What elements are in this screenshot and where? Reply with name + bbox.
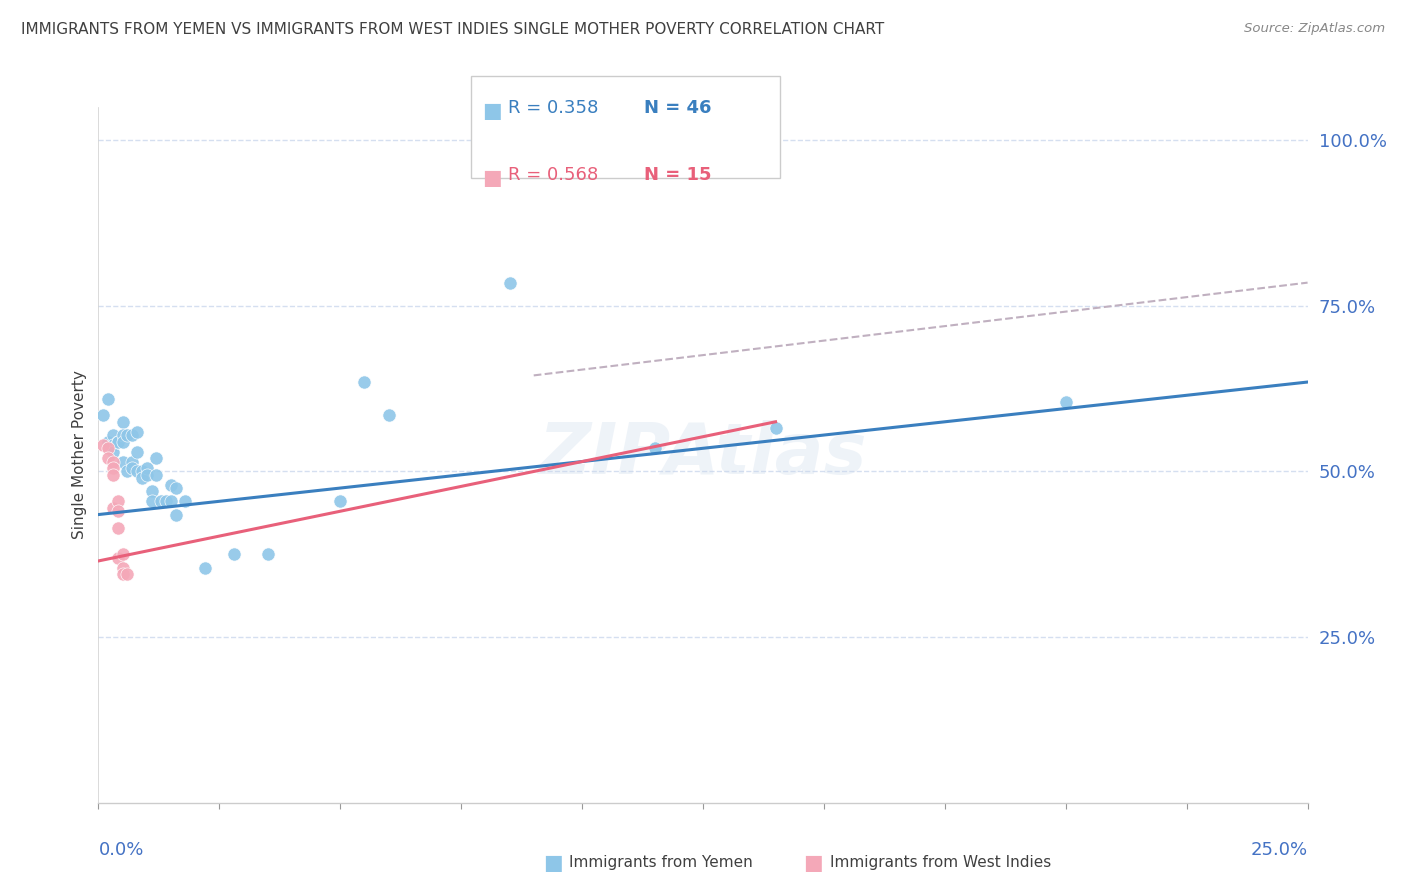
Text: ■: ■ bbox=[482, 168, 502, 187]
Point bbox=[117, 465, 139, 479]
Point bbox=[101, 461, 124, 475]
Point bbox=[145, 467, 167, 482]
Text: ■: ■ bbox=[803, 853, 823, 872]
Point bbox=[131, 465, 153, 479]
Text: IMMIGRANTS FROM YEMEN VS IMMIGRANTS FROM WEST INDIES SINGLE MOTHER POVERTY CORRE: IMMIGRANTS FROM YEMEN VS IMMIGRANTS FROM… bbox=[21, 22, 884, 37]
Point bbox=[107, 504, 129, 518]
Point bbox=[135, 461, 157, 475]
Point bbox=[101, 467, 124, 482]
Point bbox=[127, 444, 149, 458]
Point bbox=[121, 461, 143, 475]
Point bbox=[101, 444, 124, 458]
Point bbox=[111, 415, 134, 429]
Point bbox=[135, 467, 157, 482]
Point bbox=[256, 547, 278, 561]
Text: Source: ZipAtlas.com: Source: ZipAtlas.com bbox=[1244, 22, 1385, 36]
Point bbox=[329, 494, 352, 508]
Point bbox=[111, 567, 134, 582]
Text: ■: ■ bbox=[482, 101, 502, 120]
Point bbox=[101, 454, 124, 468]
Text: N = 46: N = 46 bbox=[644, 99, 711, 117]
Text: R = 0.358: R = 0.358 bbox=[508, 99, 598, 117]
Point bbox=[644, 442, 666, 456]
Point bbox=[498, 276, 520, 290]
Point bbox=[174, 494, 197, 508]
Point bbox=[145, 451, 167, 466]
Point bbox=[160, 477, 183, 491]
Point bbox=[111, 560, 134, 574]
Point bbox=[155, 494, 177, 508]
Point bbox=[117, 428, 139, 442]
Point bbox=[107, 434, 129, 449]
Point bbox=[150, 494, 173, 508]
Point bbox=[1054, 395, 1077, 409]
Text: 0.0%: 0.0% bbox=[98, 841, 143, 859]
Point bbox=[107, 521, 129, 535]
Point bbox=[97, 451, 120, 466]
Point bbox=[101, 428, 124, 442]
Point bbox=[353, 375, 375, 389]
Point bbox=[194, 560, 217, 574]
Point bbox=[141, 484, 163, 499]
Point bbox=[111, 454, 134, 468]
Point bbox=[222, 547, 245, 561]
Point bbox=[107, 434, 129, 449]
Point bbox=[121, 454, 143, 468]
Point bbox=[127, 465, 149, 479]
Point bbox=[141, 494, 163, 508]
Point bbox=[121, 428, 143, 442]
Y-axis label: Single Mother Poverty: Single Mother Poverty bbox=[72, 370, 87, 540]
Text: R = 0.568: R = 0.568 bbox=[508, 166, 598, 184]
Text: Immigrants from Yemen: Immigrants from Yemen bbox=[569, 855, 754, 870]
Point bbox=[107, 550, 129, 565]
Point bbox=[101, 438, 124, 452]
Text: ■: ■ bbox=[543, 853, 562, 872]
Point bbox=[107, 494, 129, 508]
Point bbox=[111, 547, 134, 561]
Point bbox=[97, 392, 120, 406]
Point bbox=[127, 425, 149, 439]
Point bbox=[765, 421, 787, 435]
Text: Immigrants from West Indies: Immigrants from West Indies bbox=[830, 855, 1050, 870]
Point bbox=[111, 434, 134, 449]
Point bbox=[160, 494, 183, 508]
Point bbox=[131, 471, 153, 485]
Point bbox=[97, 442, 120, 456]
Point bbox=[111, 428, 134, 442]
Text: 25.0%: 25.0% bbox=[1250, 841, 1308, 859]
Point bbox=[91, 408, 114, 422]
Point bbox=[377, 408, 399, 422]
Point bbox=[101, 500, 124, 515]
Text: N = 15: N = 15 bbox=[644, 166, 711, 184]
Point bbox=[107, 434, 129, 449]
Point bbox=[165, 508, 187, 522]
Point bbox=[91, 438, 114, 452]
Point bbox=[117, 567, 139, 582]
Text: ZIPAtlas: ZIPAtlas bbox=[538, 420, 868, 490]
Point bbox=[97, 434, 120, 449]
Point bbox=[165, 481, 187, 495]
